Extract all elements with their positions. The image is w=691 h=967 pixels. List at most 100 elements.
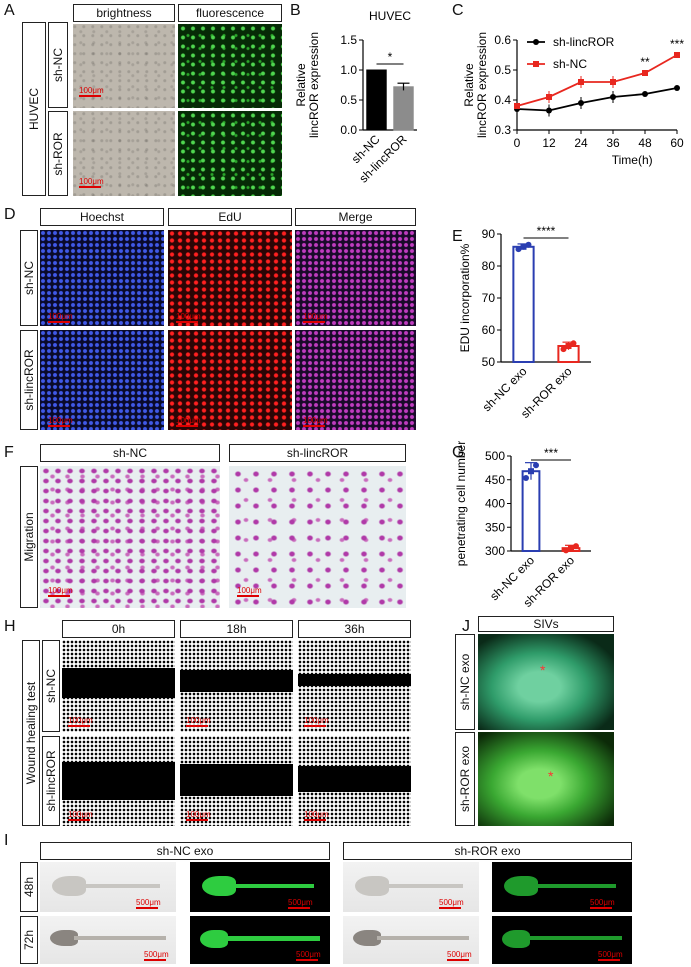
brightness-image-sh-nc: 100μm (73, 24, 175, 108)
panel-label-g: G (452, 444, 465, 461)
y-axis-label: lincROR expression (475, 32, 489, 138)
group-label-wound-healing: Wound healing test (24, 681, 38, 785)
wound-image-sh-nc-0h: 100μm (62, 640, 175, 732)
y-tick-label: 350 (485, 520, 505, 534)
row-label-72h: 72h (22, 929, 36, 951)
wound-image-sh-lincror-18h: 100μm (180, 736, 293, 826)
legend-marker (533, 39, 539, 45)
col-header-sivs: SIVs (478, 616, 614, 632)
scale-bar: 100μm (68, 716, 93, 727)
group-header-sh-nc-exo: sh-NC exo (40, 842, 330, 860)
hoechst-image-sh-nc: 100μm (40, 230, 164, 326)
zebrafish-fluo-ror-48h: 500μm (492, 862, 632, 912)
wound-image-sh-lincror-0h: 100μm (62, 736, 175, 826)
data-point (514, 103, 520, 109)
wound-image-sh-nc-36h: 100μm (298, 640, 411, 732)
scale-bar: 100μm (176, 416, 201, 427)
edu-image-sh-nc: 100μm (168, 230, 292, 326)
x-tick-label: 0 (514, 136, 521, 150)
row-label-sh-lincror: sh-lincROR (22, 349, 36, 411)
scale-bar: 100μm (48, 312, 73, 323)
group-header-sh-ror-exo: sh-ROR exo (343, 842, 632, 860)
y-axis-label: penetrating cell number (454, 441, 468, 566)
y-tick-label: 1.5 (340, 33, 357, 47)
migration-image-sh-nc: 100μm (40, 466, 220, 608)
panel-label-a: A (4, 2, 15, 19)
data-point (674, 85, 680, 91)
y-tick-label: 1.0 (340, 63, 357, 77)
row-label-migration: Migration (22, 512, 36, 562)
col-header-brightness: brightness (73, 4, 175, 22)
scale-bar: 100μm (48, 586, 73, 597)
scale-bar: 500μm (439, 898, 464, 909)
y-tick-label: 0.4 (494, 93, 511, 107)
row-label-sh-nc: sh-NC (44, 668, 58, 704)
data-point (525, 241, 532, 248)
y-tick-label: 0.0 (340, 123, 357, 137)
y-tick-label: 500 (485, 449, 505, 463)
asterisk-marker: * (540, 662, 546, 678)
significance-label: ** (640, 55, 650, 69)
data-point (520, 243, 527, 250)
wound-image-sh-lincror-36h: 100μm (298, 736, 411, 826)
zebrafish-bright-ror-72h: 500μm (343, 916, 479, 964)
bar-sh-nc-exo (521, 470, 541, 553)
panel-label-j: J (462, 618, 470, 635)
y-tick-label: 300 (485, 544, 505, 558)
scale-bar: 100μm (303, 416, 328, 427)
data-point (565, 343, 572, 349)
fluorescence-image-sh-nc (178, 24, 282, 108)
scale-bar: 500μm (447, 950, 472, 961)
scale-bar: 500μm (136, 898, 161, 909)
data-point (568, 545, 574, 552)
row-label-box-a1: sh-NC (48, 22, 68, 108)
x-axis-label: Time(h) (612, 153, 653, 167)
row-label-box-migration: Migration (20, 466, 38, 608)
wound-image-sh-nc-18h: 100μm (180, 640, 293, 732)
y-tick-label: 0.5 (340, 93, 357, 107)
col-header-sh-lincror: sh-lincROR (229, 444, 406, 462)
y-tick-label: 450 (485, 473, 505, 487)
significance-label: **** (537, 224, 556, 238)
y-tick-label: 50 (482, 355, 496, 369)
sivs-image-sh-ror-exo: * (478, 732, 614, 826)
data-point (674, 52, 680, 58)
bar-sh-nc (366, 69, 387, 131)
panel-label-d: D (4, 206, 16, 223)
chart-c: 0.3 0.4 0.5 0.6 0 12 24 36 48 60 Time(h) Relative li… (462, 32, 684, 167)
x-tick-label: 60 (670, 136, 684, 150)
x-tick-label: 48 (638, 136, 652, 150)
scale-bar: 100μm (303, 312, 328, 323)
group-label-huvec: HUVEC (27, 87, 41, 131)
legend-marker (533, 61, 539, 67)
panel-label-c: C (452, 2, 464, 19)
row-label-sh-lincror: sh-lincROR (44, 750, 58, 812)
scale-bar: 100μm (186, 810, 211, 821)
legend-label: sh-lincROR (553, 35, 615, 49)
asterisk-marker: * (548, 768, 554, 784)
chart-title: HUVEC (369, 9, 411, 23)
sivs-image-sh-nc-exo: * (478, 634, 614, 730)
data-point (523, 475, 529, 482)
panel-label-b: B (290, 2, 301, 19)
y-tick-label: 0.5 (494, 63, 511, 77)
bar-sh-nc-exo (512, 245, 535, 363)
row-label-box-i1: 48h (20, 862, 38, 912)
zebrafish-bright-nc-48h: 500μm (40, 862, 176, 912)
y-tick-label: 0.6 (494, 33, 511, 47)
col-header-18h: 18h (180, 620, 293, 638)
row-label-box-d2: sh-lincROR (20, 330, 38, 430)
significance-label: *** (670, 37, 684, 51)
zebrafish-fluo-ror-72h: 500μm (492, 916, 632, 964)
panel-label-h: H (4, 618, 16, 635)
panel-label-f: F (4, 444, 14, 461)
brightness-image-sh-ror: 100μm (73, 111, 175, 196)
col-header-merge: Merge (295, 208, 416, 226)
y-tick-label: 60 (482, 323, 496, 337)
row-label-sh-nc: sh-NC (22, 260, 36, 296)
fluorescence-image-sh-ror (178, 111, 282, 196)
y-tick-label: 90 (482, 227, 496, 241)
